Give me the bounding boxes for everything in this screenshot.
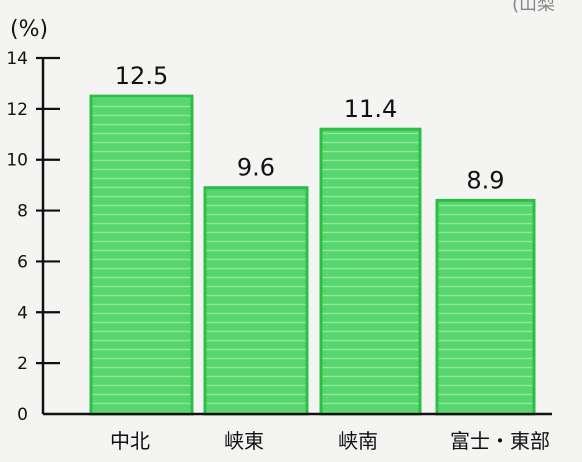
- y-tick-label: 6: [17, 252, 28, 272]
- data-labels: 12.5 9.6 11.4 8.9: [115, 62, 505, 194]
- x-category-label: 富士・東部: [450, 429, 550, 453]
- corner-note: (山梨: [512, 0, 555, 15]
- y-tick-label: 12: [6, 100, 28, 120]
- x-category-label: 峡南: [338, 429, 378, 453]
- y-tick-label: 2: [17, 354, 28, 374]
- bar-2: [203, 186, 309, 416]
- data-label: 8.9: [466, 166, 504, 194]
- y-tick-label: 14: [6, 49, 28, 69]
- data-label: 9.6: [237, 154, 275, 182]
- bars: [89, 94, 536, 416]
- bar-3: [319, 127, 422, 416]
- bar-1: [89, 94, 194, 416]
- x-category-label: 中北: [110, 429, 150, 453]
- data-label: 11.4: [344, 95, 397, 123]
- data-label: 12.5: [115, 62, 168, 90]
- bar-4: [435, 198, 536, 416]
- y-tick-label: 4: [17, 303, 28, 323]
- y-tick-label: 10: [6, 151, 28, 171]
- y-axis-label: (%): [10, 17, 48, 42]
- y-axis-ticks: 0 2 4 6 8 10 12 14: [6, 49, 60, 425]
- y-tick-label: 8: [17, 202, 28, 222]
- x-axis-categories: 中北 峡東 峡南 富士・東部: [110, 429, 550, 453]
- x-category-label: 峡東: [224, 429, 264, 453]
- y-tick-label: 0: [17, 405, 28, 425]
